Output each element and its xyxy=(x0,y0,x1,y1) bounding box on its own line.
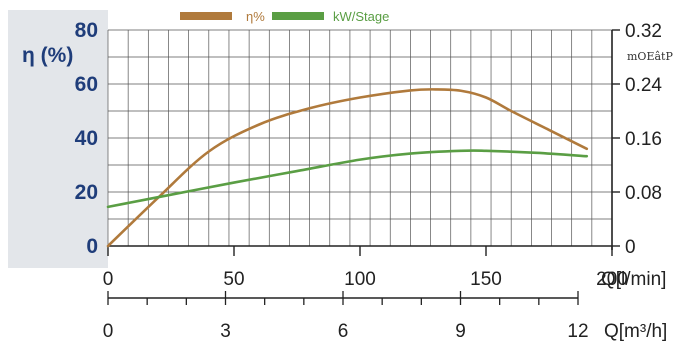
x-tick-label: 0 xyxy=(103,269,114,290)
series-layer xyxy=(106,88,589,248)
legend-swatch-efficiency xyxy=(180,12,232,20)
axes: 0 20 40 60 80 0 0.08 0.16 0.24 0.32 0 50 100 150 200 0 3… xyxy=(75,19,663,342)
right-axis-title: mOEâtP xyxy=(627,50,673,63)
x2-tick-label: 12 xyxy=(567,321,588,342)
x-axis-title: Q[l/min] xyxy=(601,269,666,290)
y-left-tick-label: 20 xyxy=(75,181,98,204)
y-right-tick-label: 0.16 xyxy=(625,129,662,150)
y-right-tick-label: 0 xyxy=(625,237,636,258)
x2-tick-label: 6 xyxy=(338,321,349,342)
y-left-tick-label: 0 xyxy=(86,235,98,258)
legend-label-efficiency: η% xyxy=(246,9,265,24)
x-tick-label: 150 xyxy=(470,269,502,290)
left-axis-panel xyxy=(8,10,108,268)
x2-tick-label: 3 xyxy=(220,321,231,342)
x-tick-label: 50 xyxy=(223,269,244,290)
x2-axis-title: Q[m³/h] xyxy=(604,321,667,342)
power-curve xyxy=(106,149,589,209)
y-left-tick-label: 80 xyxy=(75,19,98,42)
axis-labels: η (%) mOEâtP Q[l/min] Q[m³/h] xyxy=(22,44,673,342)
y-right-tick-label: 0.24 xyxy=(625,75,662,96)
x-tick-label: 200 xyxy=(596,269,628,290)
x2-tick-label: 0 xyxy=(103,321,114,342)
y-right-tick-label: 0.08 xyxy=(625,183,662,204)
left-axis-title: η (%) xyxy=(22,44,73,67)
legend: η% kW/Stage xyxy=(180,9,389,24)
y-left-tick-label: 60 xyxy=(75,73,98,96)
efficiency-curve xyxy=(106,88,589,248)
x2-tick-label: 9 xyxy=(455,321,466,342)
legend-swatch-power xyxy=(272,12,324,20)
grid xyxy=(107,29,613,247)
legend-label-power: kW/Stage xyxy=(333,9,389,24)
x-tick-label: 100 xyxy=(344,269,376,290)
y-left-tick-label: 40 xyxy=(75,127,98,150)
y-right-tick-label: 0.32 xyxy=(625,21,662,42)
